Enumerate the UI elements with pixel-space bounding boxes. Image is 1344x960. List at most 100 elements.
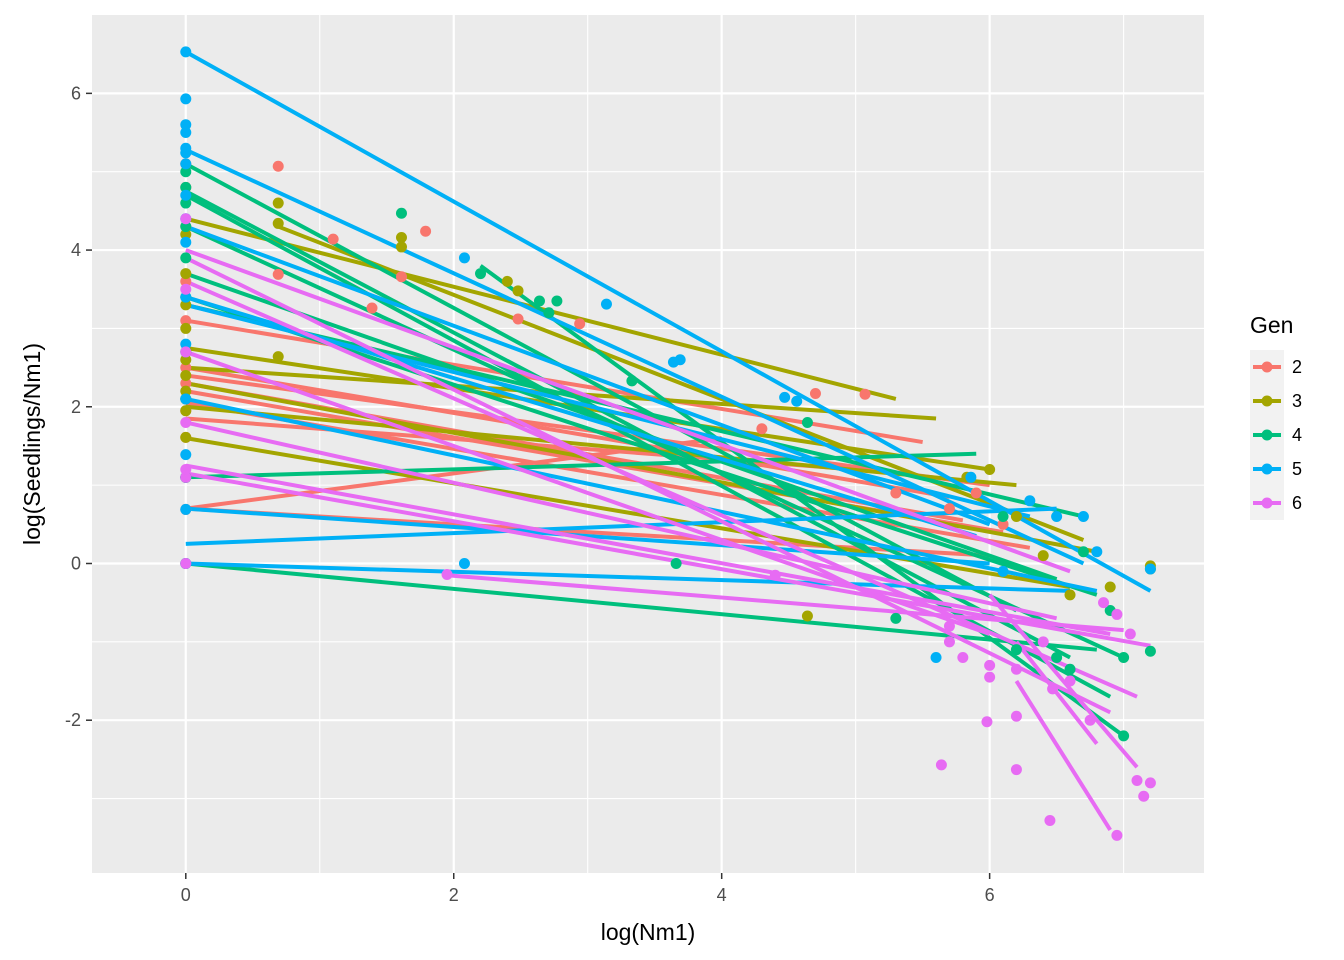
point-gen-2 (420, 225, 432, 237)
point-gen-4 (801, 416, 813, 428)
point-gen-4 (1010, 644, 1022, 656)
point-gen-5 (600, 298, 612, 310)
point-gen-5 (180, 236, 192, 248)
point-gen-2 (943, 503, 955, 515)
point-gen-5 (180, 449, 192, 461)
point-gen-5 (791, 395, 803, 407)
point-gen-4 (1064, 663, 1076, 675)
point-gen-3 (801, 610, 813, 622)
point-gen-6 (1124, 628, 1136, 640)
point-gen-3 (501, 275, 513, 287)
fit-line-gen-4 (185, 302, 1084, 519)
point-gen-2 (890, 487, 902, 499)
point-gen-4 (180, 197, 192, 209)
point-gen-4 (1118, 652, 1130, 664)
legend-key-point (1261, 395, 1273, 407)
point-gen-3 (180, 369, 192, 381)
point-gen-3 (512, 285, 524, 297)
fit-line-gen-5 (185, 506, 990, 566)
point-gen-2 (395, 271, 407, 283)
point-gen-6 (1044, 815, 1056, 827)
point-gen-6 (1111, 829, 1123, 841)
y-tick-label: 2 (71, 397, 81, 417)
point-gen-3 (180, 322, 192, 334)
point-gen-5 (180, 127, 192, 139)
legend-label: 2 (1292, 357, 1302, 377)
fit-line-gen-4 (184, 224, 1125, 660)
point-gen-4 (180, 252, 192, 264)
legend-title: Gen (1250, 312, 1293, 338)
y-axis-ticks: -2 0 2 4 6 (65, 83, 92, 730)
point-gen-3 (1104, 581, 1116, 593)
point-gen-6 (1084, 714, 1096, 726)
point-gen-2 (180, 377, 192, 389)
point-gen-5 (965, 471, 977, 483)
point-gen-6 (1064, 675, 1076, 687)
fit-line-gen-4 (184, 162, 1018, 613)
fit-line-gen-6 (1014, 640, 1099, 745)
point-gen-4 (670, 557, 682, 569)
y-tick-label: 0 (71, 553, 81, 573)
point-gen-5 (180, 142, 192, 154)
point-gen-5 (930, 652, 942, 664)
point-gen-3 (395, 241, 407, 253)
point-gen-4 (395, 207, 407, 219)
point-gen-4 (997, 510, 1009, 522)
point-gen-5 (180, 338, 192, 350)
x-tick-label: 2 (449, 885, 459, 905)
legend-entry-gen-5: 5 (1250, 452, 1302, 486)
point-gen-3 (395, 232, 407, 244)
fit-line-gen-3 (277, 224, 1085, 542)
legend-label: 4 (1292, 425, 1302, 445)
x-tick-label: 6 (985, 885, 995, 905)
point-gen-3 (180, 268, 192, 280)
point-gen-2 (180, 275, 192, 287)
fit-line-gen-6 (988, 593, 1139, 769)
point-gen-5 (180, 189, 192, 201)
point-gen-3 (180, 228, 192, 240)
point-gen-3 (180, 385, 192, 397)
legend: Gen 2 3 4 5 6 (1250, 312, 1302, 520)
point-gen-4 (1051, 652, 1063, 664)
point-gen-3 (272, 217, 284, 229)
point-gen-5 (180, 393, 192, 405)
point-gen-6 (180, 557, 192, 569)
point-gen-4 (543, 307, 555, 319)
point-gen-5 (180, 46, 192, 58)
point-gen-6 (1010, 663, 1022, 675)
point-gen-3 (1037, 550, 1049, 562)
fit-line-gen-3 (185, 404, 1017, 488)
point-gen-6 (1111, 608, 1123, 620)
point-gen-6 (180, 213, 192, 225)
point-gen-3 (272, 351, 284, 363)
fit-line-gen-6 (185, 420, 1058, 621)
point-gen-2 (180, 362, 192, 374)
point-gen-2 (997, 518, 1009, 530)
point-gen-2 (574, 318, 586, 330)
point-gen-2 (970, 487, 982, 499)
fit-line-gen-4 (479, 264, 1125, 738)
point-gen-6 (1144, 777, 1156, 789)
point-gen-6 (180, 416, 192, 428)
point-gen-2 (272, 160, 284, 172)
legend-entry-gen-3: 3 (1250, 384, 1302, 418)
point-gen-4 (180, 221, 192, 233)
point-gen-6 (943, 636, 955, 648)
point-gen-4 (1077, 546, 1089, 558)
point-gen-2 (327, 233, 339, 245)
fit-line-gen-2 (185, 318, 923, 445)
point-gen-6 (180, 471, 192, 483)
point-gen-6 (180, 283, 192, 295)
fit-line-gen-6 (185, 248, 1071, 574)
data-points (180, 46, 1156, 841)
point-gen-5 (1144, 563, 1156, 575)
y-tick-label: 6 (71, 83, 81, 103)
point-gen-6 (984, 659, 996, 671)
point-gen-5 (997, 565, 1009, 577)
point-gen-6 (1010, 764, 1022, 776)
fit-line-gen-6 (185, 463, 1111, 636)
point-gen-4 (551, 295, 563, 307)
legend-key-point (1261, 497, 1273, 509)
point-gen-6 (943, 620, 955, 632)
